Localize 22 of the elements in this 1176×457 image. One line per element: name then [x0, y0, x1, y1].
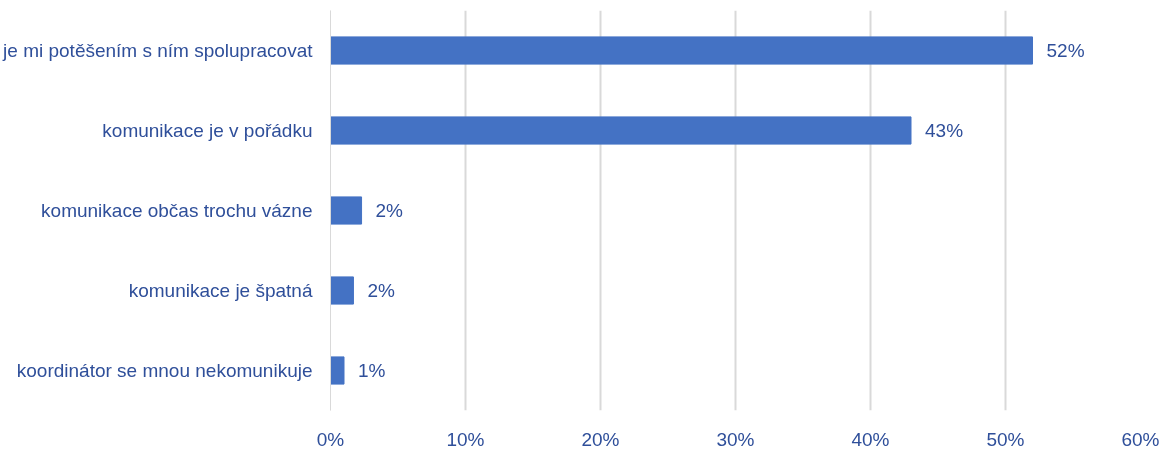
- data-label: 43%: [925, 120, 964, 141]
- y-tick-label: komunikace občas trochu vázne: [41, 200, 313, 221]
- bar: [330, 36, 1033, 65]
- bar: [330, 116, 912, 145]
- x-tick-label: 0%: [316, 428, 345, 450]
- data-label: 52%: [1046, 40, 1085, 61]
- x-tick-label: 10%: [446, 428, 485, 450]
- data-label: 2%: [367, 280, 396, 301]
- bar: [330, 196, 363, 225]
- y-tick-label: je mi potěšením s ním spolupracovat: [2, 40, 314, 61]
- data-label: 2%: [375, 200, 404, 221]
- x-tick-label: 30%: [716, 428, 755, 450]
- bar: [330, 356, 345, 385]
- x-tick-label: 20%: [581, 428, 620, 450]
- y-tick-label: komunikace je v pořádku: [102, 120, 313, 141]
- bar: [330, 276, 354, 305]
- data-label: 1%: [358, 360, 386, 381]
- x-tick-label: 50%: [986, 428, 1025, 450]
- x-tick-label: 60%: [1121, 428, 1160, 450]
- y-tick-label: koordinátor se mnou nekomunikuje: [16, 360, 313, 381]
- x-tick-label: 40%: [851, 428, 890, 450]
- y-tick-label: komunikace je špatná: [128, 280, 313, 301]
